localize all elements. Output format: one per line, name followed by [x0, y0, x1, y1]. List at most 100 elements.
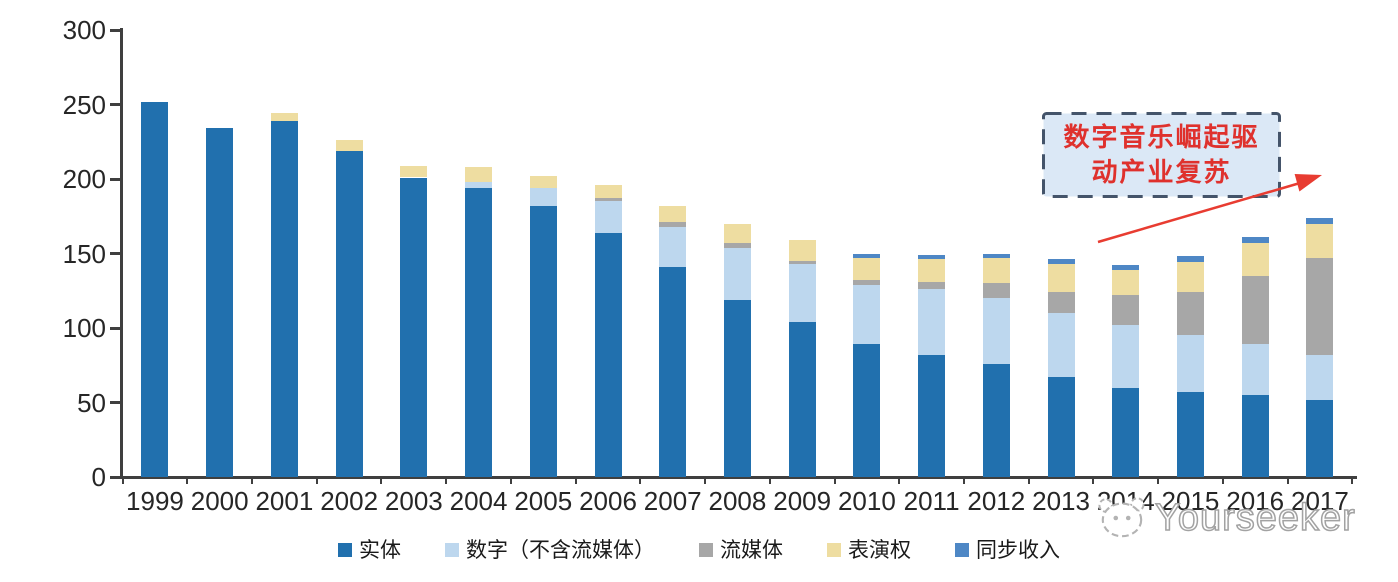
bar-segment-streaming-2017 [1306, 257, 1334, 355]
x-tick-mark [704, 477, 707, 484]
legend-label-performance-rights: 表演权 [848, 538, 911, 562]
callout-annotation: 数字音乐崛起驱 动产业复苏 [1043, 113, 1280, 197]
bar-segment-streaming-2010 [853, 280, 881, 285]
x-tick-mark [1157, 477, 1160, 484]
bar-segment-physical-2007 [659, 266, 687, 477]
x-tick-mark [574, 477, 577, 484]
bar-segment-digital-excl-streaming-2015 [1176, 335, 1204, 393]
bar-segment-performance-rights-2003 [400, 165, 428, 178]
x-axis-label-2000: 2000 [190, 486, 249, 516]
y-tick-label: 200 [62, 164, 106, 194]
bar-segment-physical-2000 [206, 128, 234, 477]
bar-segment-streaming-2013 [1047, 292, 1075, 314]
bar-segment-physical-2001 [270, 120, 298, 477]
x-axis-label-2011: 2011 [903, 486, 960, 516]
legend-item-physical: 实体 [338, 539, 401, 561]
x-tick-mark [833, 477, 836, 484]
y-tick-mark [110, 28, 121, 32]
callout-line1: 数字音乐崛起驱 [1063, 123, 1260, 152]
bar-segment-sync-2013 [1047, 259, 1075, 264]
bar-segment-performance-rights-2010 [853, 257, 881, 281]
legend-label-digital-excl-streaming: 数字（不含流媒体） [466, 538, 655, 562]
legend-label-streaming: 流媒体 [720, 538, 783, 562]
x-axis-label-2003: 2003 [384, 486, 443, 516]
bar-segment-streaming-2014 [1112, 295, 1140, 326]
x-tick-mark [251, 477, 254, 484]
y-tick-mark [110, 475, 121, 479]
bar-segment-digital-excl-streaming-2011 [918, 289, 946, 355]
bar-segment-performance-rights-2014 [1112, 269, 1140, 296]
bar-segment-performance-rights-2005 [529, 176, 557, 188]
bar-segment-sync-2014 [1112, 265, 1140, 270]
bar-segment-physical-2003 [400, 177, 428, 477]
bar-segment-physical-2013 [1047, 377, 1075, 477]
bar-segment-performance-rights-2013 [1047, 263, 1075, 293]
bar-segment-performance-rights-2011 [918, 259, 946, 282]
x-axis-label-2013: 2013 [1032, 486, 1090, 516]
x-tick-mark [1286, 477, 1289, 484]
bar-segment-digital-excl-streaming-2006 [594, 201, 622, 233]
x-axis-label-2004: 2004 [449, 486, 508, 516]
y-tick-label: 100 [62, 313, 106, 343]
watermark: Yourseeker [1093, 494, 1356, 542]
x-axis-label-2017: 2017 [1290, 486, 1349, 516]
bar-segment-physical-2016 [1241, 395, 1269, 477]
bar-segment-physical-2005 [529, 205, 557, 477]
legend-item-sync: 同步收入 [955, 539, 1060, 561]
bar-segment-sync-2017 [1306, 217, 1334, 224]
bar-segment-sync-2011 [918, 254, 946, 260]
x-tick-mark [962, 477, 965, 484]
x-axis-label-2016: 2016 [1226, 486, 1285, 516]
x-tick-mark [1351, 477, 1354, 484]
y-tick-mark [110, 177, 121, 181]
x-tick-mark [768, 477, 771, 484]
x-tick-mark [1027, 477, 1030, 484]
y-tick-label: 0 [91, 462, 106, 492]
bar-segment-performance-rights-2004 [465, 167, 493, 182]
bar-segment-performance-rights-2012 [982, 257, 1010, 284]
bar-segment-physical-2009 [788, 322, 816, 477]
bar-segment-performance-rights-2009 [788, 240, 816, 261]
bar-segment-performance-rights-2017 [1306, 223, 1334, 258]
watermark-text: Yourseeker [1154, 496, 1356, 540]
x-tick-mark [509, 477, 512, 484]
x-tick-mark [639, 477, 642, 484]
x-tick-mark [121, 477, 124, 484]
bar-segment-streaming-2012 [982, 283, 1010, 299]
y-tick-label: 300 [62, 15, 106, 45]
legend-item-performance-rights: 表演权 [827, 539, 911, 561]
bar-segment-physical-1999 [141, 101, 169, 477]
bar-segment-digital-excl-streaming-2008 [723, 247, 751, 300]
legend-item-digital-excl-streaming: 数字（不含流媒体） [445, 539, 655, 561]
legend-swatch-digital-excl-streaming [445, 543, 459, 557]
bar-segment-physical-2014 [1112, 387, 1140, 477]
x-axis-label-2002: 2002 [320, 486, 379, 516]
legend-swatch-physical [338, 543, 352, 557]
bar-segment-performance-rights-2015 [1176, 262, 1204, 293]
bar-segment-digital-excl-streaming-2005 [529, 187, 557, 206]
legend-swatch-sync [955, 543, 969, 557]
bar-segment-performance-rights-2001 [270, 113, 298, 121]
x-axis-label-2001: 2001 [255, 486, 314, 516]
bar-segment-physical-2011 [918, 354, 946, 477]
bar-segment-streaming-2008 [723, 243, 751, 248]
bar-segment-sync-2012 [982, 253, 1010, 258]
x-axis-label-2006: 2006 [579, 486, 637, 516]
legend-item-streaming: 流媒体 [699, 539, 783, 561]
legend-label-physical: 实体 [359, 538, 401, 562]
bar-segment-physical-2017 [1306, 399, 1334, 477]
bar-segment-digital-excl-streaming-2014 [1112, 325, 1140, 388]
bar-segment-physical-2010 [853, 344, 881, 477]
bar-segment-performance-rights-2008 [723, 223, 751, 244]
legend-label-sync: 同步收入 [976, 538, 1060, 562]
y-tick-mark [110, 103, 121, 106]
bar-segment-streaming-2009 [788, 260, 816, 264]
bar-segment-physical-2006 [594, 232, 622, 477]
x-tick-mark [315, 477, 318, 484]
y-tick-mark [110, 401, 121, 404]
x-axis-label-2010: 2010 [837, 486, 896, 516]
bar-segment-digital-excl-streaming-2004 [465, 181, 493, 188]
chart-legend: 实体 数字（不含流媒体） 流媒体 表演权 同步收入 [0, 539, 1398, 561]
bar-segment-streaming-2011 [918, 281, 946, 290]
